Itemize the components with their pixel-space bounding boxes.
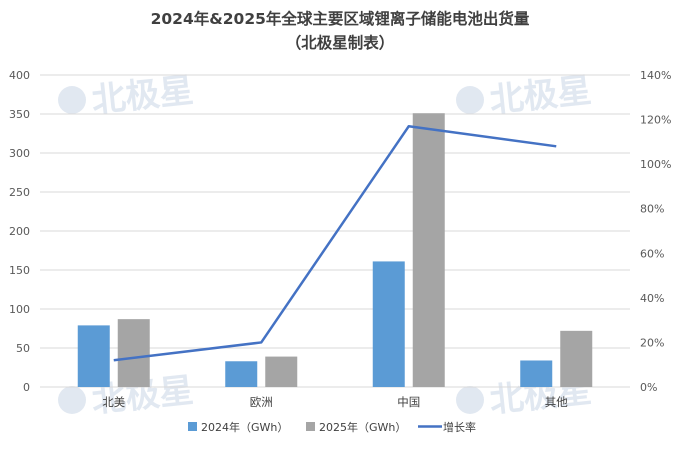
y-left-tick-label: 250 [9,186,30,199]
legend-label: 2024年（GWh） [201,420,288,434]
watermark-logo-icon [58,386,86,414]
chart-subtitle: （北极星制表） [285,34,395,52]
watermark-logo-icon [456,86,484,114]
y-right-tick-label: 0% [640,381,657,394]
y-right-tick-label: 140% [640,69,671,82]
y-right-tick-label: 40% [640,292,664,305]
x-tick-label: 北美 [102,395,125,409]
series-line [113,125,557,362]
bar [520,360,553,387]
bar [77,325,110,387]
y-right-tick-label: 20% [640,336,664,349]
legend-swatch [306,422,315,431]
legend-label: 增长率 [443,420,476,434]
y-left-tick-label: 100 [9,303,30,316]
watermark-logo-icon [456,386,484,414]
legend-label: 2025年（GWh） [319,420,406,434]
watermark-logo-icon [58,86,86,114]
legend-swatch [188,422,197,431]
bar [412,113,445,387]
y-right-tick-label: 120% [640,114,671,127]
watermark-text: 北极星 [90,71,196,121]
bar [372,261,405,387]
y-right-tick-label: 80% [640,203,664,216]
y-left-tick-label: 0 [23,381,30,394]
y-left-tick-label: 400 [9,69,30,82]
y-left-tick-label: 150 [9,264,30,277]
bar [225,361,258,387]
y-left-tick-label: 50 [16,342,30,355]
chart-title: 2024年&2025年全球主要区域锂离子储能电池出货量 [150,10,530,28]
y-right-tick-label: 100% [640,158,671,171]
x-tick-label: 中国 [397,395,420,409]
y-left-tick-label: 300 [9,147,30,160]
y-right-tick-label: 60% [640,247,664,260]
y-left-tick-label: 200 [9,225,30,238]
bar [265,356,298,387]
x-tick-label: 欧洲 [250,395,273,409]
x-tick-label: 其他 [545,395,568,409]
y-left-tick-label: 350 [9,108,30,121]
bar [117,319,150,387]
bar [560,330,593,387]
watermark-text: 北极星 [488,71,594,121]
